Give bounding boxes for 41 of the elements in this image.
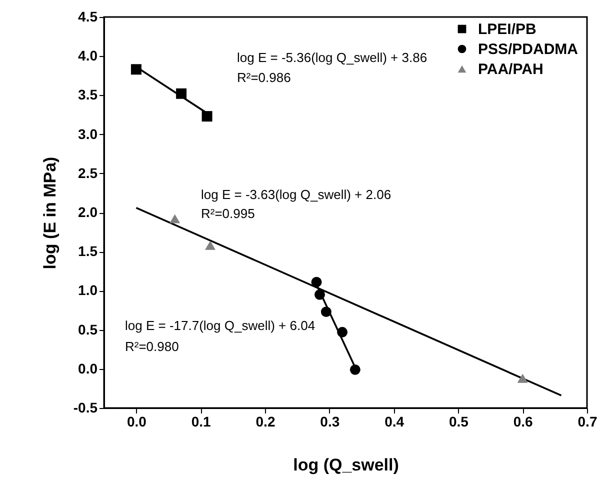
- y-tick-label: 3.0: [78, 126, 98, 142]
- y-tick-label: 4.0: [78, 48, 98, 64]
- point: [311, 276, 322, 288]
- point: [314, 289, 325, 300]
- x-tick-label: 0.6: [513, 414, 534, 430]
- point: [337, 326, 348, 338]
- legend-label: LPEI/PB: [478, 21, 537, 38]
- x-tick-label: 0.1: [191, 414, 212, 430]
- point: [202, 111, 212, 122]
- y-axis-title: log (E in MPa): [40, 156, 60, 270]
- y-tick-label: 0.5: [78, 321, 98, 338]
- x-tick-label: 0.5: [448, 414, 469, 430]
- x-tick-label: 0.7: [578, 414, 597, 430]
- point: [320, 306, 332, 318]
- y-tick-label: 0.0: [78, 360, 98, 376]
- point: [517, 374, 528, 383]
- annotation: log E = -3.63(log Q_swell) + 2.06: [201, 187, 392, 202]
- legend-label: PSS/PDADMA: [478, 41, 578, 58]
- y-tick-label: -0.5: [73, 400, 98, 416]
- y-tick-label: 2.0: [78, 204, 98, 220]
- x-tick-label: 0.4: [384, 414, 404, 430]
- point: [205, 240, 216, 250]
- x-tick-label: 0.2: [256, 414, 276, 430]
- y-tick-label: 2.5: [78, 164, 98, 181]
- y-tick-label: 1.0: [78, 282, 98, 298]
- point: [176, 88, 187, 99]
- legend-label: PAA/PAH: [478, 61, 544, 78]
- point: [170, 214, 180, 224]
- annotation: R²=0.980: [125, 339, 179, 354]
- y-tick-label: 1.5: [78, 243, 98, 260]
- y-tick-label: 4.5: [78, 8, 98, 24]
- annotation: log E = -17.7(log Q_swell) + 6.04: [125, 318, 316, 333]
- x-tick-label: 0.0: [126, 414, 147, 430]
- x-tick-label: 0.3: [320, 414, 340, 430]
- point: [130, 64, 142, 75]
- x-axis-title: log (Q_swell): [293, 456, 399, 474]
- point: [350, 364, 360, 375]
- y-tick-label: 3.5: [78, 86, 98, 103]
- annotation: R²=0.986: [237, 70, 291, 85]
- annotation: log E = -5.36(log Q_swell) + 3.86: [237, 50, 428, 65]
- annotation: R²=0.995: [201, 206, 255, 221]
